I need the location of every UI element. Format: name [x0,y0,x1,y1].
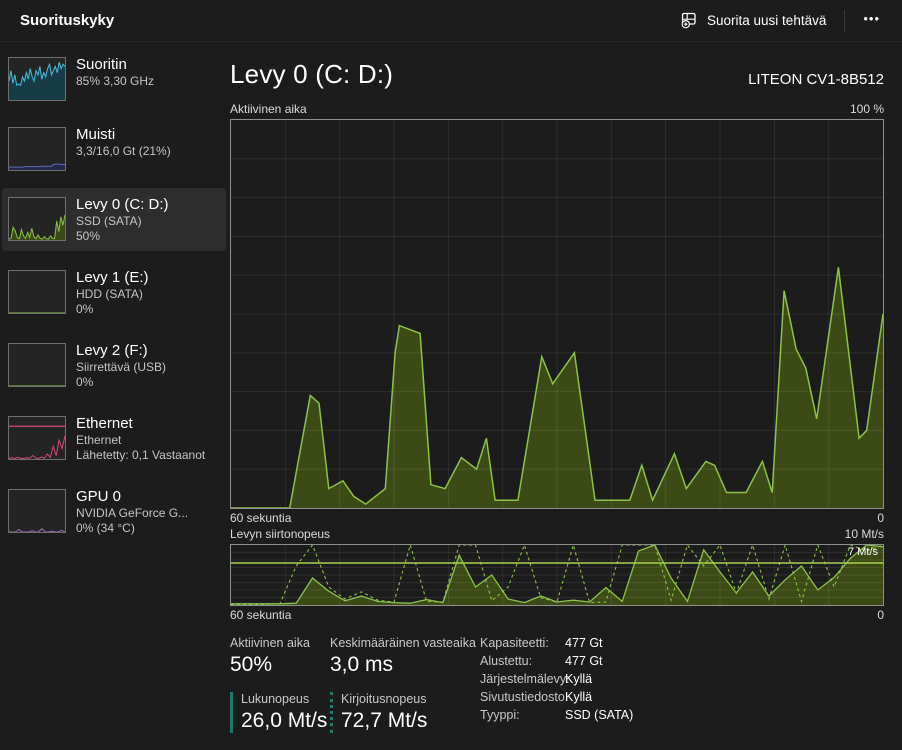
disk-detail-panel: Levy 0 (C: D:) LITEON CV1-8B512 Aktiivin… [230,54,884,733]
more-options-button[interactable]: ••• [863,11,880,26]
x-axis-left-label: 60 sekuntia [230,511,292,525]
sidebar-item-sub: SSD (SATA) [76,214,142,228]
stat-read-speed: Lukunopeus 26,0 Mt/s [230,692,330,733]
gpu-sparkline [8,489,66,533]
x-axis-right-label: 0 [877,511,884,525]
transfer-marker-label: 7 Mt/s [848,546,878,558]
new-task-icon [681,12,698,29]
sidebar-item-cpu[interactable]: Suoritin 85% 3,30 GHz [2,48,226,108]
titlebar-divider [844,9,846,32]
sidebar-item-sub: Siirrettävä (USB) [76,360,167,374]
run-new-task-label: Suorita uusi tehtävä [707,13,827,28]
cpu-sparkline [8,57,66,101]
sidebar-item-title: Levy 1 (E:) [76,269,149,286]
sidebar-item-sub: NVIDIA GeForce G... [76,506,189,520]
sidebar-item-sub: 85% 3,30 GHz [76,74,155,88]
sidebar-item-disk0[interactable]: Levy 0 (C: D:) SSD (SATA) 50% [2,188,226,251]
detail-system-disk: Järjestelmälevy: Kyllä [480,672,593,686]
titlebar: Suorituskyky Suorita uusi tehtävä ••• [0,0,902,42]
x-axis-left-label: 60 sekuntia [230,608,292,622]
memory-sparkline [8,127,66,171]
active-time-chart-label: Aktiivinen aika [230,102,307,116]
detail-type: Tyyppi: SSD (SATA) [480,708,634,722]
disk1-sparkline [8,270,66,314]
transfer-chart-label: Levyn siirtonopeus [230,527,331,541]
stat-active-time: Aktiivinen aika 50% [230,636,310,676]
disk-properties: Kapasiteetti: 477 Gt Alustettu: 477 Gt J… [480,634,884,733]
performance-sidebar: Suoritin 85% 3,30 GHz Muisti 3,3/16,0 Gt… [0,48,228,553]
sidebar-item-title: Ethernet [76,415,133,432]
disk-model: LITEON CV1-8B512 [748,71,884,88]
page-title: Suorituskyky [20,12,115,29]
active-time-chart [230,119,884,509]
run-new-task-button[interactable]: Suorita uusi tehtävä [671,6,836,35]
stat-avg-response: Keskimääräinen vasteaika 3,0 ms [330,636,476,676]
disk2-sparkline [8,343,66,387]
detail-capacity: Kapasiteetti: 477 Gt [480,636,603,650]
disk-title: Levy 0 (C: D:) [230,59,394,89]
detail-page-file: Sivutustiedosto: Kyllä [480,690,593,704]
active-time-chart-max: 100 % [849,102,884,116]
sidebar-item-title: Levy 0 (C: D:) [76,196,169,213]
sidebar-item-memory[interactable]: Muisti 3,3/16,0 Gt (21%) [2,118,226,178]
detail-formatted: Alustettu: 477 Gt [480,654,603,668]
sidebar-item-gpu[interactable]: GPU 0 NVIDIA GeForce G... 0% (34 °C) [2,480,226,543]
sidebar-item-sub: 0% (34 °C) [76,521,135,535]
sidebar-item-sub: 0% [76,302,94,316]
sidebar-item-disk1[interactable]: Levy 1 (E:) HDD (SATA) 0% [2,261,226,324]
sidebar-item-title: Levy 2 (F:) [76,342,148,359]
sidebar-item-sub: Ethernet [76,433,122,447]
sidebar-item-title: Suoritin [76,56,127,73]
sidebar-item-sub: HDD (SATA) [76,287,143,301]
stat-write-speed: Kirjoitusnopeus 72,7 Mt/s [330,692,480,733]
x-axis-right-label: 0 [877,608,884,622]
ethernet-sparkline [8,416,66,460]
titlebar-actions: Suorita uusi tehtävä ••• [671,6,902,35]
disk-stats: Aktiivinen aika 50% Lukunopeus 26,0 Mt/s… [230,634,884,733]
sidebar-item-sub: 50% [76,229,101,243]
sidebar-item-sub: Lähetetty: 0,1 Vastaanot [76,448,206,462]
sidebar-item-title: Muisti [76,126,116,143]
sidebar-item-sub: 3,3/16,0 Gt (21%) [76,144,171,158]
transfer-rate-chart: 7 Mt/s [230,544,884,606]
sidebar-item-disk2[interactable]: Levy 2 (F:) Siirrettävä (USB) 0% [2,334,226,397]
disk0-sparkline [8,197,66,241]
sidebar-item-sub: 0% [76,375,94,389]
transfer-chart-max: 10 Mt/s [844,527,884,541]
sidebar-item-title: GPU 0 [76,488,122,505]
sidebar-item-ethernet[interactable]: Ethernet Ethernet Lähetetty: 0,1 Vastaan… [2,407,226,470]
